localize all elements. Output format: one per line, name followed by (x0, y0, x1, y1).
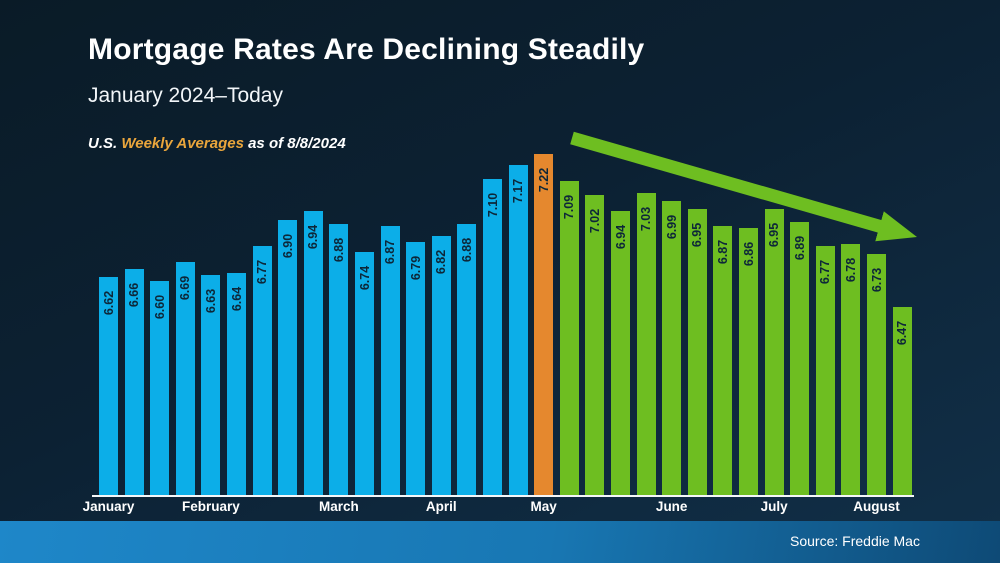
bar: 6.88 (329, 224, 349, 495)
bar: 7.17 (508, 165, 528, 495)
declining-trend-arrow-icon (570, 131, 917, 242)
bar-value-label: 6.64 (229, 286, 244, 312)
bar: 6.66 (124, 269, 144, 495)
bar-value-label: 6.74 (357, 265, 372, 291)
bar: 6.63 (201, 275, 221, 495)
bar: 6.87 (713, 226, 733, 495)
bar: 6.69 (175, 262, 195, 495)
footer-strip: Source: Freddie Mac (0, 521, 1000, 563)
bar: 6.82 (431, 236, 451, 495)
bar-value-label: 6.82 (434, 249, 449, 275)
month-label: May (530, 499, 557, 514)
bar: 6.95 (764, 209, 784, 495)
month-label: April (425, 499, 457, 514)
bar: 7.09 (559, 181, 579, 495)
bar-value-label: 6.90 (280, 233, 295, 259)
bar: 7.02 (585, 195, 605, 495)
note-highlight: Weekly Averages (121, 135, 244, 152)
bar: 6.89 (790, 222, 810, 495)
bar-value-label: 6.77 (818, 259, 833, 285)
bar: 6.60 (150, 281, 170, 495)
chart-note: U.S. Weekly Averages as of 8/8/2024 (88, 135, 346, 152)
axis-baseline (92, 495, 914, 497)
page-title: Mortgage Rates Are Declining Steadily (88, 33, 645, 66)
month-label: August (853, 499, 900, 514)
bar-value-label: 6.62 (101, 290, 116, 316)
subtitle: January 2024–Today (88, 84, 283, 107)
bar: 6.87 (380, 226, 400, 495)
bar-value-label: 6.63 (203, 288, 218, 314)
bar: 6.90 (278, 220, 298, 495)
bar-value-label: 6.87 (383, 239, 398, 265)
bar-value-label: 7.17 (511, 178, 526, 204)
bar: 6.78 (841, 244, 861, 495)
bar: 6.77 (815, 246, 835, 495)
bar: 6.86 (739, 228, 758, 495)
bar: 7.22 (534, 154, 554, 495)
month-label: March (319, 499, 359, 514)
bar-value-label: 6.88 (459, 237, 474, 263)
bar: 6.62 (99, 277, 118, 495)
bar: 6.47 (892, 307, 912, 495)
bar: 6.94 (611, 211, 630, 495)
source-label: Source: Freddie Mac (790, 533, 920, 549)
bar: 6.64 (227, 273, 246, 495)
month-label: January (82, 499, 135, 514)
bar-value-label: 6.77 (255, 259, 270, 285)
note-prefix: U.S. (88, 135, 122, 152)
bar-value-label: 6.69 (178, 275, 193, 301)
bar-value-label: 6.66 (127, 282, 142, 308)
month-label: June (655, 499, 688, 514)
bar-value-label: 7.22 (536, 167, 551, 193)
bar: 6.73 (867, 254, 886, 495)
bar: 7.10 (483, 179, 502, 495)
bar: 6.94 (303, 211, 323, 495)
bar: 6.99 (662, 201, 682, 495)
bar: 6.95 (687, 209, 707, 495)
bar: 6.77 (252, 246, 272, 495)
bar: 6.79 (406, 242, 426, 495)
bar-value-label: 6.60 (152, 294, 167, 320)
bar: 6.88 (457, 224, 477, 495)
note-suffix: as of 8/8/2024 (243, 135, 346, 152)
bar-value-label: 6.79 (408, 255, 423, 281)
bar-value-label: 7.10 (485, 192, 500, 218)
bar: 7.03 (636, 193, 656, 495)
bar-value-label: 6.88 (331, 237, 346, 263)
bar: 6.74 (355, 252, 374, 495)
bar-value-label: 6.94 (306, 224, 321, 250)
month-label: July (760, 499, 788, 514)
bar-value-label: 6.78 (843, 257, 858, 283)
month-label: February (182, 499, 240, 514)
bar-value-label: 6.73 (869, 267, 884, 293)
bar-value-label: 6.47 (895, 320, 910, 346)
bar-chart: 6.62 6.66 6.60 6.69 6.63 6.64 6.77 6.90 6.94 6.88… (99, 154, 912, 495)
